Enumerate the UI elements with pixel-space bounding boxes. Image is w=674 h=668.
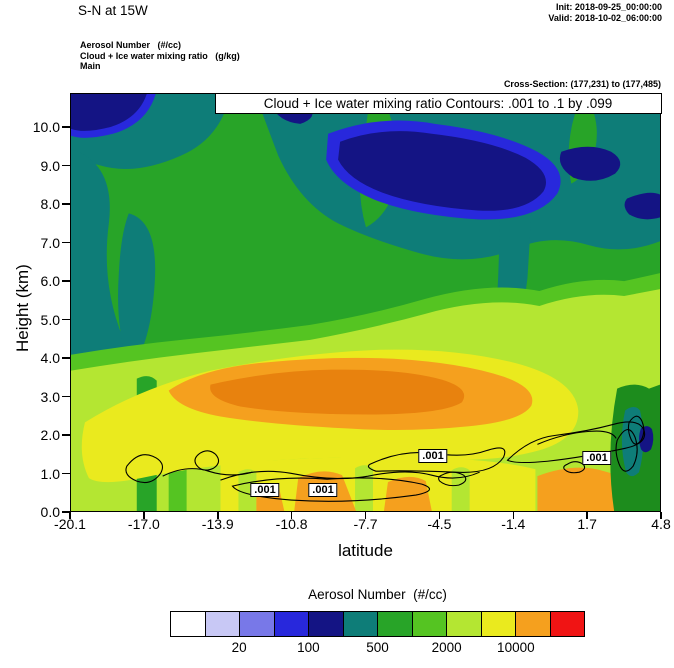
- cloud-contour-line: [537, 430, 617, 445]
- y-tick-mark: [62, 472, 70, 475]
- field-region-yg-streak-1: [238, 469, 257, 511]
- y-tick-mark: [62, 511, 70, 513]
- x-tick-label: -1.4: [501, 516, 526, 532]
- y-tick-mark: [62, 357, 70, 359]
- field-region-orange-inner-core: [210, 369, 465, 415]
- cloud-contour-line: [125, 454, 163, 484]
- y-tick-label: 9.0: [40, 157, 60, 174]
- x-tick-label: -13.9: [201, 516, 234, 532]
- x-tick-label: -7.7: [353, 516, 378, 532]
- colorbar-title: Aerosol Number (#/cc): [308, 587, 447, 602]
- x-tick-label: -10.8: [275, 516, 308, 532]
- y-tick-mark: [62, 126, 70, 128]
- colorbar-cell: [411, 611, 447, 637]
- x-tick-mark: [290, 512, 293, 519]
- x-axis-label: latitude: [338, 541, 393, 560]
- y-tick-label: 4.0: [40, 350, 60, 366]
- y-tick-mark: [62, 241, 70, 244]
- colorbar-cell: [377, 611, 413, 637]
- x-axis-ticks: -20.1 -17.0 -13.9 -10.8 -7.7 -4.5 -1.4 1.7 4.8: [54, 512, 671, 532]
- x-tick-label: -20.1: [54, 516, 86, 532]
- colorbar-cell: [239, 611, 275, 637]
- y-tick-mark: [62, 203, 70, 205]
- field-line-aerosol: Aerosol Number (#/cc): [80, 40, 182, 50]
- x-tick-label: 4.8: [651, 516, 671, 532]
- page-title: S-N at 15W: [78, 3, 148, 18]
- field-region-navy-central: [338, 131, 547, 211]
- x-tick-mark: [438, 512, 441, 519]
- cloud-contour-line: [615, 429, 638, 472]
- field-region-orange-surface-2: [383, 476, 432, 511]
- cloud-contour-line: [220, 470, 480, 481]
- y-tick-label: 3.0: [40, 388, 60, 405]
- cross-section-label: Cross-Section: (177,231) to (177,485): [503, 79, 661, 89]
- colorbar-cell: [549, 611, 585, 637]
- contour-label-box: .001: [582, 451, 612, 465]
- colorbar-cell: [515, 611, 551, 637]
- valid-time: Valid: 2018-10-02_06:00:00: [548, 12, 662, 23]
- contour-label-box: .001: [418, 449, 448, 463]
- init-time: Init: 2018-09-25_00:00:00: [555, 2, 662, 12]
- x-tick-label: -17.0: [127, 516, 160, 532]
- colorbar-cell: [308, 611, 344, 637]
- contour-label-box: .001: [250, 483, 280, 497]
- contour-field-svg: [71, 94, 660, 511]
- x-tick-mark: [586, 512, 588, 519]
- init-valid-block: Init: 2018-09-25_00:00:00 Valid: 2018-10…: [548, 2, 662, 23]
- colorbar-tick-label: 100: [297, 640, 320, 655]
- field-region-navy-right: [559, 146, 621, 181]
- contour-info-box: Cloud + Ice water mixing ratio Contours:…: [214, 92, 662, 114]
- y-tick-label: 5.0: [40, 311, 60, 328]
- x-tick-label: 1.7: [577, 516, 597, 532]
- x-tick-mark: [217, 512, 219, 519]
- x-tick-mark: [364, 512, 367, 519]
- y-tick-label: 8.0: [40, 196, 60, 212]
- x-tick-mark: [69, 512, 71, 519]
- y-tick-label: 1.0: [40, 465, 60, 482]
- colorbar-tick-label: 500: [366, 640, 389, 655]
- field-region-navy-right-edge: [624, 192, 660, 220]
- field-region-teal-mid-left-column: [118, 213, 156, 369]
- colorbar-cell: [342, 611, 378, 637]
- cloud-contour-line: [627, 415, 645, 445]
- plot-area: Cloud + Ice water mixing ratio Contours:…: [70, 92, 662, 512]
- colorbar-tick-label: 2000: [431, 640, 462, 655]
- y-tick-label: 6.0: [40, 273, 60, 289]
- y-tick-mark: [62, 318, 70, 321]
- cloud-contour-line: [563, 461, 586, 474]
- colorbar-cell: [273, 611, 309, 637]
- x-tick-mark: [660, 512, 662, 519]
- y-tick-mark: [62, 395, 70, 398]
- field-region-navy-corner-dot: [639, 426, 654, 453]
- colorbar-tick-label: 10000: [497, 640, 535, 655]
- colorbar-cell: [480, 611, 516, 637]
- x-tick-mark: [143, 512, 145, 519]
- colorbar-cell: [446, 611, 482, 637]
- y-tick-mark: [62, 164, 70, 167]
- field-description-block: Aerosol Number (#/cc) Cloud + Ice water …: [80, 40, 240, 72]
- cloud-contour-line: [438, 471, 467, 487]
- y-tick-label: 10.0: [32, 119, 60, 135]
- colorbar-cell: [170, 611, 206, 637]
- y-tick-mark: [62, 280, 70, 282]
- colorbar-labels: 20 100 500 2000 10000: [170, 640, 585, 658]
- colorbar-tick-label: 20: [231, 640, 247, 655]
- y-tick-mark: [62, 434, 70, 436]
- field-line-cloud: Cloud + Ice water mixing ratio (g/kg): [80, 50, 240, 61]
- contour-label-box: .001: [308, 483, 338, 497]
- y-axis-ticks: 0.0 1.0 2.0 3.0 4.0 5.0 6.0 7.0 8.0 9.0 10.0: [18, 0, 70, 600]
- colorbar: [170, 611, 585, 637]
- x-tick-label: -4.5: [427, 516, 452, 532]
- y-tick-label: 7.0: [40, 234, 60, 251]
- x-tick-mark: [512, 512, 514, 519]
- y-tick-label: 0.0: [40, 504, 60, 520]
- field-line-domain: Main: [80, 61, 101, 71]
- y-tick-label: 2.0: [40, 427, 60, 443]
- colorbar-cell: [204, 611, 240, 637]
- cloud-contour-line: [231, 477, 430, 502]
- cloud-contour-line: [194, 450, 220, 471]
- field-region-navy-top-left: [71, 94, 147, 131]
